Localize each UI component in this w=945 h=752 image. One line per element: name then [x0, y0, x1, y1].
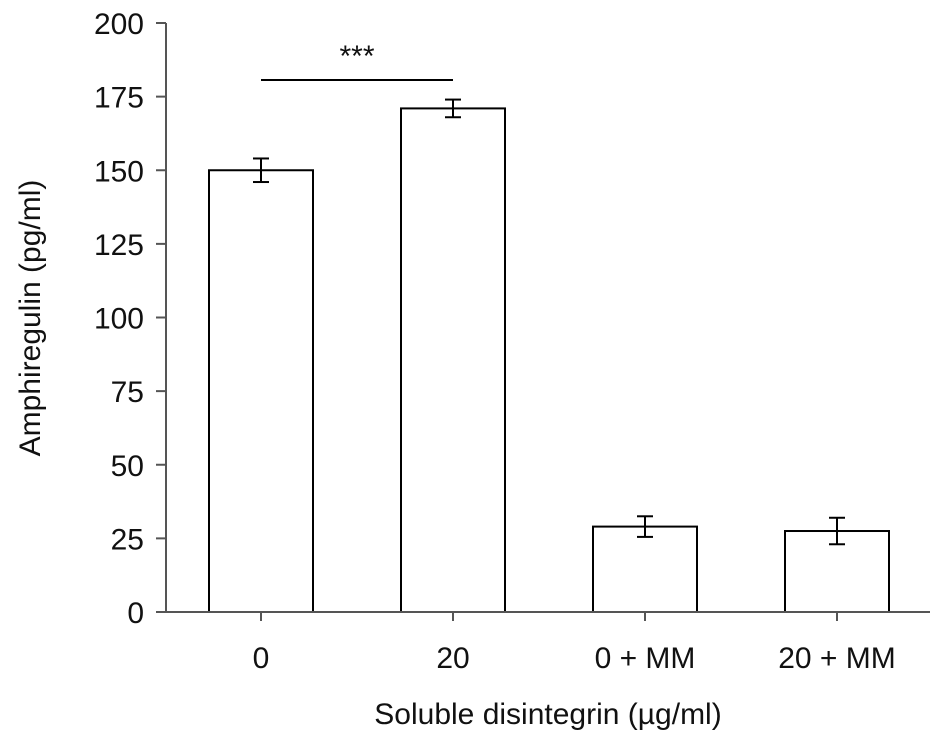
- bar-2: [400, 107, 506, 613]
- bar-3: [592, 525, 698, 613]
- error-bars: [253, 98, 845, 546]
- error-bar-4: [829, 516, 845, 546]
- y-tick-label: 200: [94, 8, 144, 41]
- y-axis-title: Amphiregulin (pg/ml): [14, 180, 47, 457]
- x-tick-label: 20: [436, 642, 469, 675]
- x-tick-label: 0: [253, 642, 270, 675]
- x-axis-title: Soluble disintegrin (µg/ml): [374, 698, 721, 731]
- y-tick-label: 150: [94, 155, 144, 188]
- y-tick-label: 175: [94, 82, 144, 115]
- error-bar-1: [253, 157, 269, 184]
- y-axis-ticks: 0 25 50 75 100 125 150 175 200: [94, 8, 166, 630]
- x-axis-ticks: 0 20 0 + MM 20 + MM: [253, 612, 896, 675]
- y-tick-label: 50: [111, 450, 144, 483]
- y-tick-label: 100: [94, 303, 144, 336]
- y-tick-label: 75: [111, 376, 144, 409]
- error-bar-2: [445, 98, 461, 119]
- axes: [165, 23, 930, 613]
- y-tick-label: 25: [111, 523, 144, 556]
- y-tick-label: 0: [127, 597, 144, 630]
- x-tick-label: 20 + MM: [778, 642, 896, 675]
- bars: [208, 107, 890, 614]
- x-tick-label: 0 + MM: [595, 642, 696, 675]
- error-bar-3: [637, 515, 653, 538]
- annotations: ***: [261, 40, 453, 81]
- y-tick-label: 125: [94, 229, 144, 262]
- bar-1: [208, 169, 314, 613]
- significance-label: ***: [339, 40, 374, 73]
